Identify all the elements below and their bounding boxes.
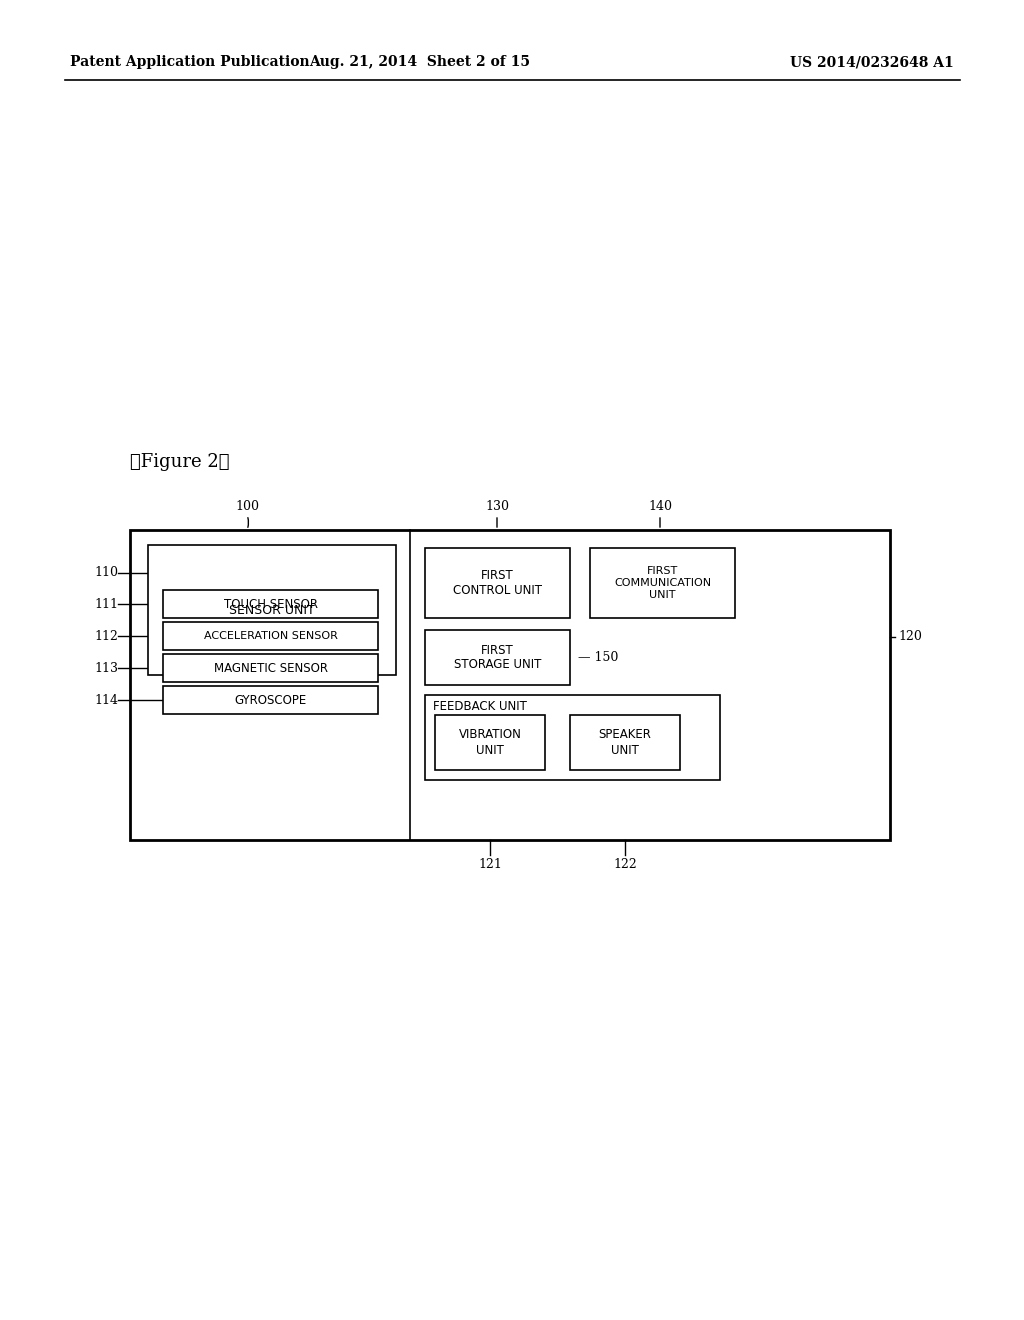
Text: 130: 130 bbox=[485, 500, 509, 513]
Bar bbox=[163, 653, 378, 682]
Text: Aug. 21, 2014  Sheet 2 of 15: Aug. 21, 2014 Sheet 2 of 15 bbox=[309, 55, 530, 69]
Text: 120: 120 bbox=[898, 631, 922, 644]
Text: 112: 112 bbox=[94, 630, 118, 643]
Text: 121: 121 bbox=[478, 858, 502, 871]
Text: GYROSCOPE: GYROSCOPE bbox=[234, 693, 306, 706]
Text: 140: 140 bbox=[648, 500, 672, 513]
Bar bbox=[130, 531, 890, 840]
Text: 100: 100 bbox=[234, 500, 259, 513]
Text: TOUCH SENSOR: TOUCH SENSOR bbox=[223, 598, 317, 610]
Text: 113: 113 bbox=[94, 661, 118, 675]
Text: — 150: — 150 bbox=[578, 651, 618, 664]
Text: 111: 111 bbox=[94, 598, 118, 610]
Bar bbox=[163, 622, 378, 649]
Text: SPEAKER
UNIT: SPEAKER UNIT bbox=[599, 729, 651, 756]
Text: FIRST
COMMUNICATION
UNIT: FIRST COMMUNICATION UNIT bbox=[614, 566, 711, 599]
Text: 【Figure 2】: 【Figure 2】 bbox=[130, 453, 229, 471]
Text: ACCELERATION SENSOR: ACCELERATION SENSOR bbox=[204, 631, 338, 642]
Bar bbox=[590, 548, 735, 618]
Bar bbox=[425, 548, 570, 618]
Bar bbox=[435, 715, 545, 770]
Text: VIBRATION
UNIT: VIBRATION UNIT bbox=[459, 729, 521, 756]
Text: SENSOR UNIT: SENSOR UNIT bbox=[229, 603, 314, 616]
Text: US 2014/0232648 A1: US 2014/0232648 A1 bbox=[790, 55, 953, 69]
Text: FEEDBACK UNIT: FEEDBACK UNIT bbox=[433, 701, 527, 714]
Text: Patent Application Publication: Patent Application Publication bbox=[70, 55, 309, 69]
Bar bbox=[425, 630, 570, 685]
Text: 110: 110 bbox=[94, 566, 118, 579]
Text: FIRST
CONTROL UNIT: FIRST CONTROL UNIT bbox=[453, 569, 542, 597]
Bar bbox=[425, 696, 720, 780]
Bar bbox=[163, 590, 378, 618]
Bar bbox=[163, 686, 378, 714]
Bar bbox=[570, 715, 680, 770]
Bar bbox=[148, 545, 396, 675]
Text: FIRST
STORAGE UNIT: FIRST STORAGE UNIT bbox=[454, 644, 542, 672]
Text: 114: 114 bbox=[94, 693, 118, 706]
Text: 122: 122 bbox=[613, 858, 637, 871]
Text: MAGNETIC SENSOR: MAGNETIC SENSOR bbox=[213, 661, 328, 675]
